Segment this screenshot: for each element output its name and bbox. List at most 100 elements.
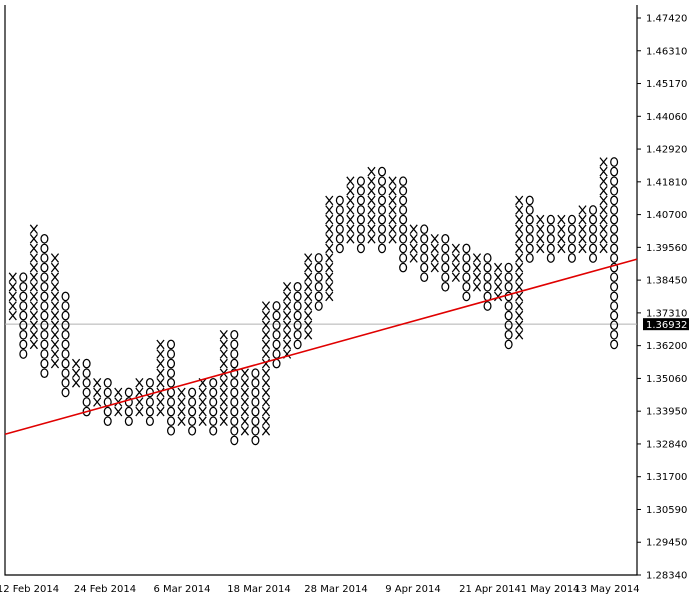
pf-x-mark <box>29 320 38 330</box>
pf-o-mark <box>124 397 133 407</box>
pf-x-mark <box>599 166 608 177</box>
pf-x-mark <box>240 368 249 378</box>
pf-o-mark <box>546 233 555 244</box>
pf-o-mark <box>272 349 281 359</box>
pf-x-mark <box>29 339 38 350</box>
pf-o-mark <box>61 377 70 388</box>
pf-o-mark <box>19 310 28 321</box>
pf-o-mark <box>441 272 450 283</box>
pf-o-mark <box>251 387 260 398</box>
pf-o-mark <box>483 253 492 263</box>
pf-o-mark <box>272 301 281 311</box>
pf-o-mark <box>525 224 534 235</box>
pf-o-mark <box>504 281 513 292</box>
pf-x-mark <box>50 330 60 340</box>
pf-o-mark <box>378 185 387 196</box>
pf-x-mark <box>29 234 38 244</box>
pf-x-mark <box>282 291 292 302</box>
pf-o-mark <box>61 387 70 398</box>
x-axis-label: 13 May 2014 <box>574 584 639 595</box>
y-axis-label: 1.32840 <box>646 439 687 450</box>
pf-o-mark <box>483 281 492 292</box>
pf-x-mark <box>8 310 17 321</box>
pf-x-mark <box>50 272 60 282</box>
pf-x-mark <box>515 214 524 225</box>
pf-x-mark <box>156 349 165 359</box>
pf-o-mark <box>378 224 387 235</box>
pf-x-mark <box>472 262 482 273</box>
pf-x-mark <box>261 416 271 426</box>
pf-x-mark <box>50 262 60 273</box>
pf-o-mark <box>462 272 471 283</box>
pf-o-mark <box>209 387 218 398</box>
pf-o-mark <box>567 243 576 254</box>
pf-o-mark <box>145 406 154 417</box>
y-axis-label: 1.39560 <box>646 243 687 254</box>
pf-o-mark <box>251 416 260 427</box>
pf-o-mark <box>19 329 28 340</box>
pf-o-mark <box>610 176 619 187</box>
pf-o-mark <box>40 329 49 340</box>
pf-x-mark <box>346 195 355 206</box>
pf-o-mark <box>441 233 450 244</box>
pf-x-mark <box>346 205 355 215</box>
pf-o-mark <box>230 425 239 436</box>
pf-x-mark <box>8 282 17 292</box>
pf-x-mark <box>177 397 186 407</box>
pf-o-mark <box>230 416 239 427</box>
pf-o-mark <box>230 358 239 369</box>
pf-o-mark <box>314 281 323 292</box>
y-axis-label: 1.47420 <box>646 14 687 25</box>
support-trendline[interactable] <box>4 258 638 436</box>
pf-x-mark <box>304 282 313 292</box>
pf-x-mark <box>198 416 207 426</box>
pf-x-mark <box>29 291 38 302</box>
pf-o-mark <box>335 243 344 254</box>
pf-x-mark <box>71 358 81 369</box>
pf-x-mark <box>430 253 439 263</box>
pf-o-mark <box>610 233 619 244</box>
pf-o-mark <box>399 233 408 244</box>
pf-o-mark <box>40 281 49 292</box>
pf-x-mark <box>219 406 228 417</box>
pf-x-mark <box>282 339 292 350</box>
pf-x-mark <box>219 387 228 398</box>
pf-x-mark <box>346 186 355 196</box>
pf-x-mark <box>261 387 271 398</box>
pf-o-mark <box>61 291 70 302</box>
pf-x-mark <box>388 205 397 215</box>
pf-x-mark <box>409 234 418 244</box>
pf-o-mark <box>209 397 218 407</box>
pf-o-mark <box>82 406 91 417</box>
pf-x-mark <box>261 426 271 436</box>
pf-o-mark <box>610 243 619 254</box>
pf-x-mark <box>198 406 207 417</box>
pf-o-mark <box>209 425 218 436</box>
pf-x-mark <box>50 320 60 330</box>
pf-o-mark <box>145 416 154 427</box>
pf-o-mark <box>610 272 619 283</box>
pf-x-mark <box>557 243 566 254</box>
pf-o-mark <box>356 195 365 206</box>
pf-x-mark <box>198 397 207 407</box>
pf-o-mark <box>335 214 344 225</box>
pf-x-mark <box>304 262 313 273</box>
pf-o-mark <box>230 368 239 379</box>
pf-x-mark <box>240 387 249 398</box>
pf-o-mark <box>399 214 408 225</box>
pf-o-mark <box>356 233 365 244</box>
pf-o-mark <box>124 387 133 398</box>
pf-x-mark <box>261 310 271 321</box>
y-axis-label: 1.44060 <box>646 112 687 123</box>
pf-x-mark <box>29 253 38 263</box>
pf-x-mark <box>50 339 60 350</box>
pf-x-mark <box>325 243 334 254</box>
pf-o-mark <box>356 205 365 215</box>
pf-o-mark <box>103 406 112 417</box>
pf-o-mark <box>40 233 49 244</box>
pf-o-mark <box>483 301 492 311</box>
pf-x-mark <box>261 378 271 388</box>
y-axis-label: 1.28340 <box>646 571 687 582</box>
pf-o-mark <box>589 214 598 225</box>
